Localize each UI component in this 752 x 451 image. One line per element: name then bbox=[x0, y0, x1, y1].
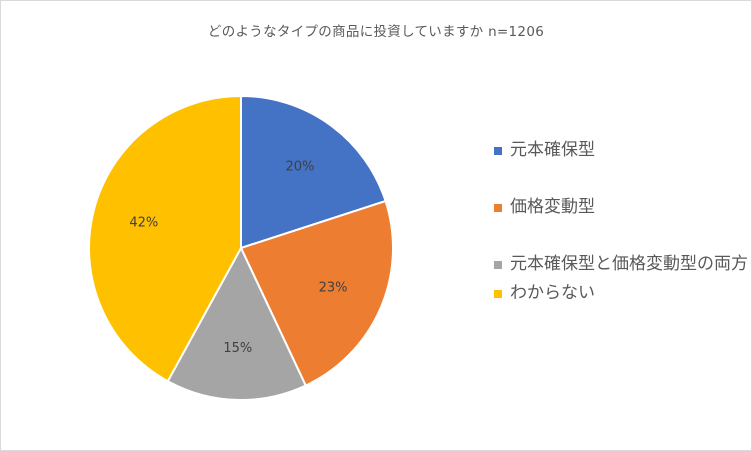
legend-swatch bbox=[494, 147, 502, 155]
data-label: 15% bbox=[223, 341, 252, 356]
legend-item-unknown: わからない bbox=[494, 279, 744, 308]
pie-slice-price-fluctuating bbox=[239, 199, 394, 387]
legend-item-price-fluctuating: 価格変動型 bbox=[494, 193, 744, 222]
pie-slice-unknown bbox=[88, 94, 242, 383]
legend-label: 価格変動型 bbox=[510, 197, 595, 217]
legend-label: 元本確保型 bbox=[510, 140, 595, 160]
legend-swatch bbox=[494, 290, 502, 298]
pie-slices bbox=[88, 94, 394, 401]
pie-labels: 20% 23% 15% 42% bbox=[129, 159, 347, 355]
chart-title: どのようなタイプの商品に投資していますか n=1206 bbox=[207, 24, 545, 40]
legend-item-principal-guaranteed: 元本確保型 bbox=[494, 136, 744, 165]
pie-slice-both bbox=[166, 245, 308, 401]
legend-swatch bbox=[494, 204, 502, 212]
legend: 元本確保型 価格変動型 元本確保型と価格変動型の両方 わからない bbox=[494, 136, 748, 336]
legend-label: 元本確保型と価格変動型の両方 bbox=[510, 254, 748, 274]
data-label: 23% bbox=[319, 280, 348, 295]
pie-slice-principal-guaranteed bbox=[240, 94, 387, 250]
legend-item-both: 元本確保型と価格変動型の両方 bbox=[494, 250, 748, 279]
data-label: 20% bbox=[286, 159, 315, 174]
legend-swatch bbox=[494, 261, 502, 269]
data-label: 42% bbox=[129, 216, 158, 231]
legend-label: わからない bbox=[510, 283, 595, 303]
